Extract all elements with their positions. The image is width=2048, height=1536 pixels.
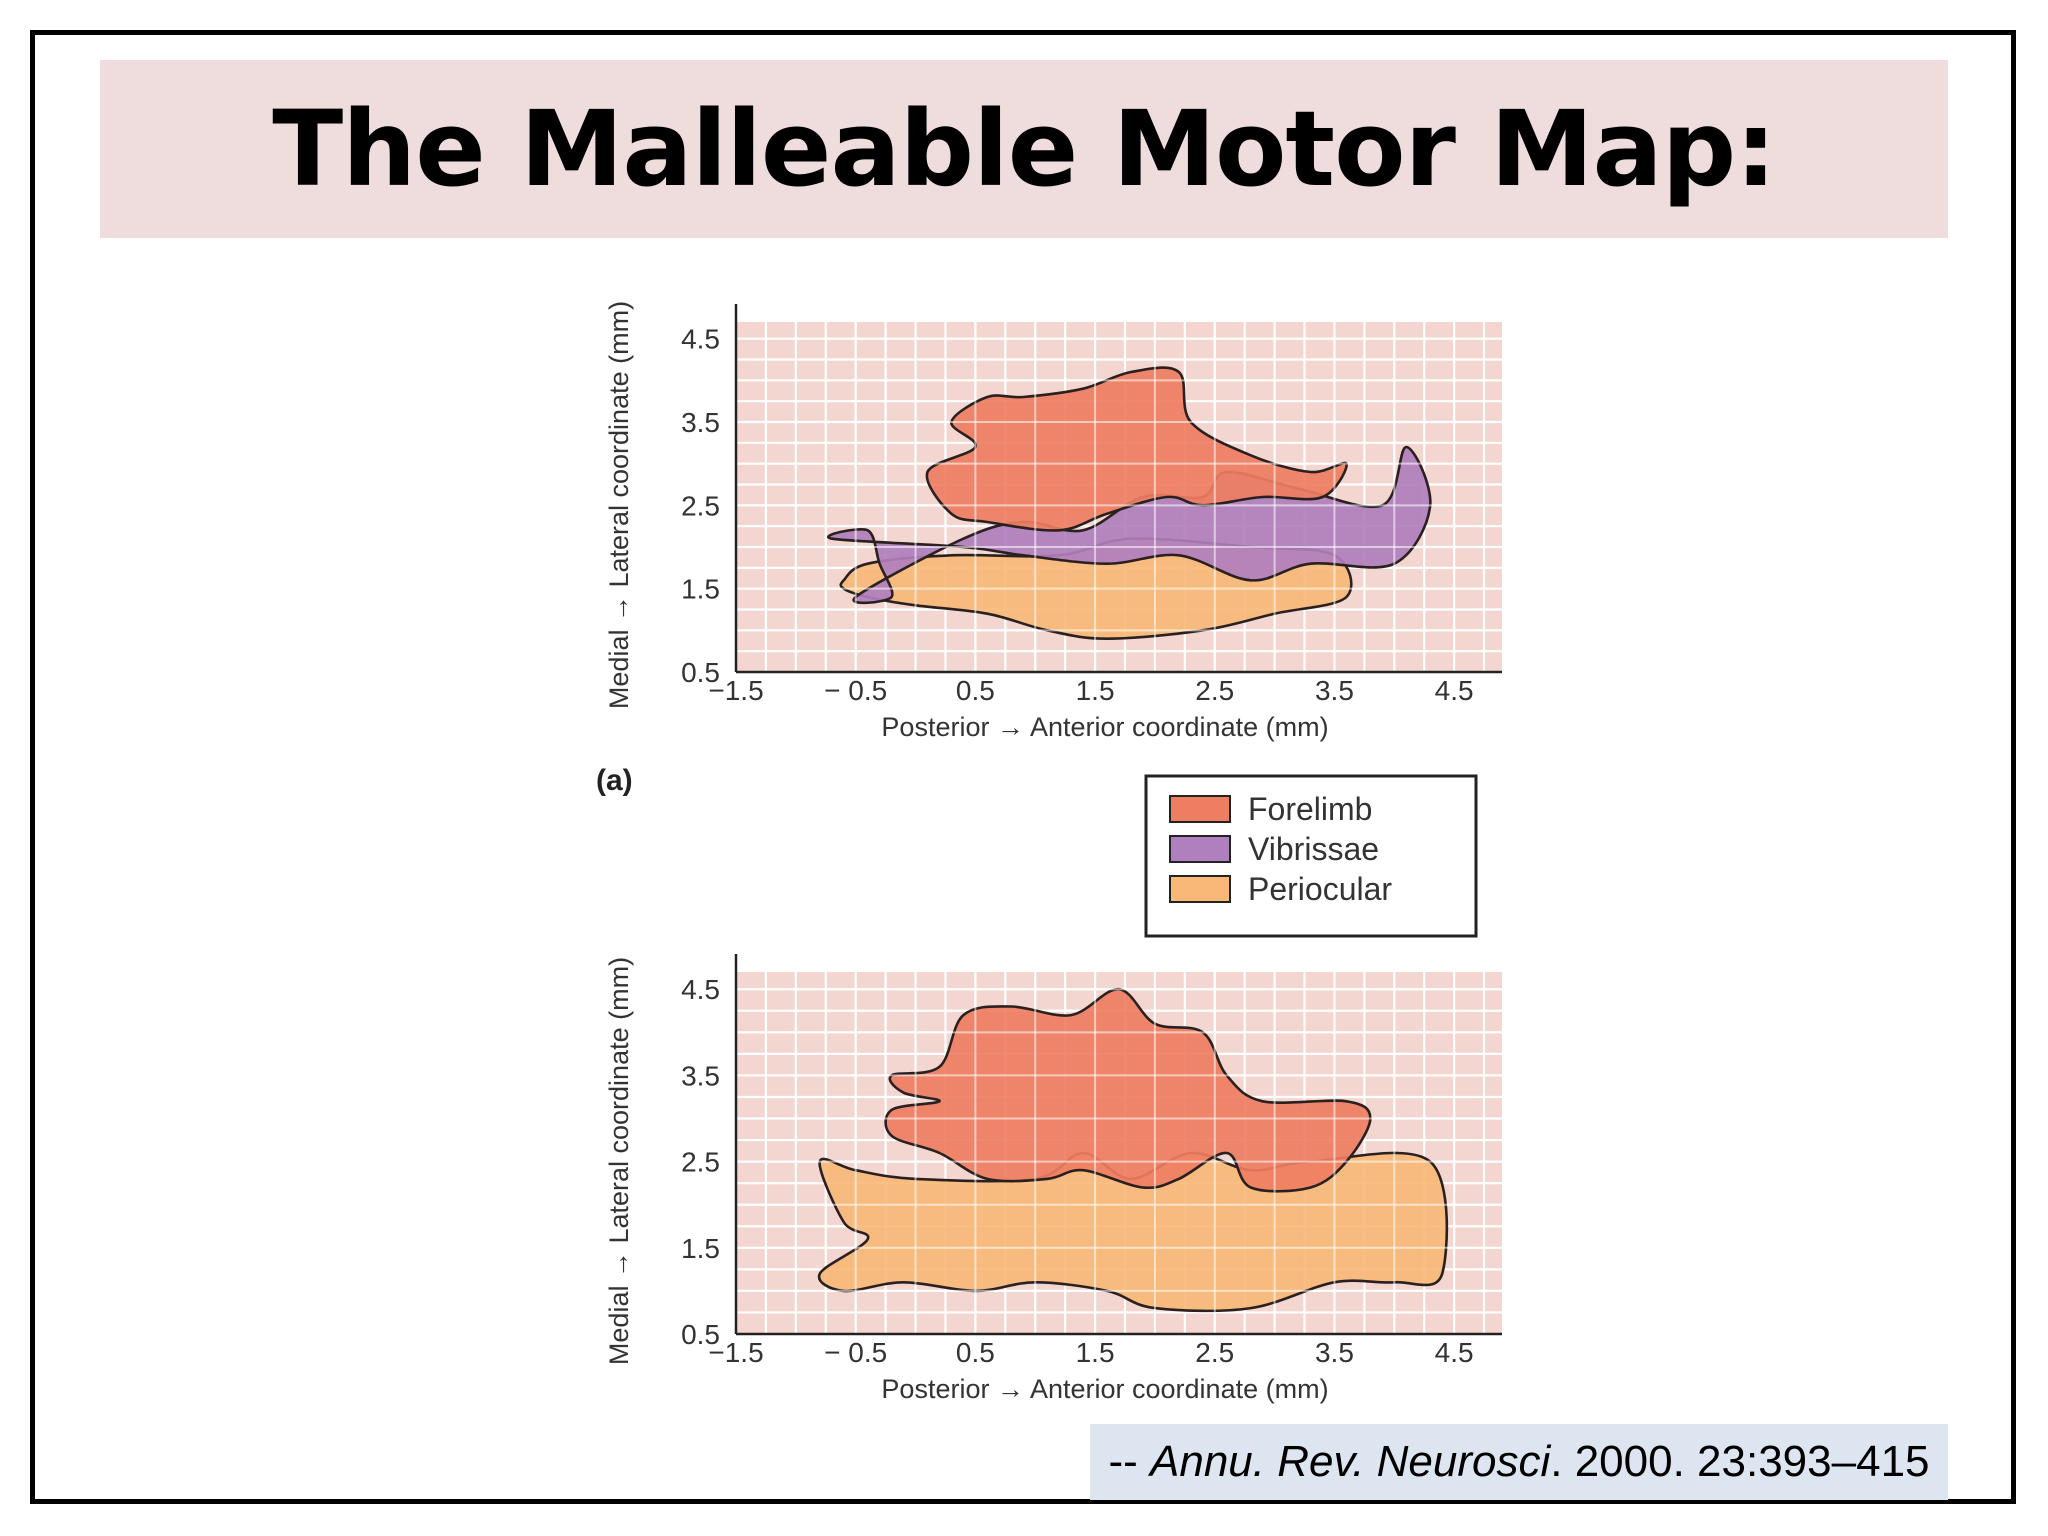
x-tick-label: 2.5 [1195,675,1234,706]
citation-prefix: -- [1108,1437,1150,1486]
y-tick-label: 3.5 [681,407,720,438]
x-tick-label: 0.5 [956,1337,995,1368]
region-forelimb [925,366,1348,532]
title-banner: The Malleable Motor Map: [100,60,1948,238]
y-tick-label: 0.5 [681,1319,720,1350]
legend-swatch-forelimb [1169,795,1231,823]
x-axis-label: Posterior → Anterior coordinate (mm) [881,712,1328,742]
citation-journal: Annu. Rev. Neurosci [1150,1437,1551,1486]
y-tick-label: 4.5 [681,974,720,1005]
x-tick-label: − 0.5 [824,675,887,706]
y-tick-label: 3.5 [681,1060,720,1091]
legend-swatch-vibrissae [1169,835,1231,863]
slide-title: The Malleable Motor Map: [272,88,1777,210]
x-tick-label: 3.5 [1315,675,1354,706]
x-tick-label: 2.5 [1195,1337,1234,1368]
legend-swatch-periocular [1169,875,1231,903]
x-tick-label: −1.5 [708,675,763,706]
x-tick-label: 4.5 [1435,1337,1474,1368]
x-tick-label: 4.5 [1435,675,1474,706]
x-tick-label: 1.5 [1076,675,1115,706]
panel-label: (a) [596,764,633,797]
citation-box: -- Annu. Rev. Neurosci. 2000. 23:393–415 [1090,1424,1948,1500]
x-tick-label: −1.5 [708,1337,763,1368]
y-tick-label: 2.5 [681,1147,720,1178]
x-tick-label: − 0.5 [824,1337,887,1368]
legend-label-forelimb: Forelimb [1248,791,1372,827]
x-axis-label: Posterior → Anterior coordinate (mm) [881,1374,1328,1404]
x-tick-label: 3.5 [1315,1337,1354,1368]
x-tick-label: 1.5 [1076,1337,1115,1368]
legend-label-vibrissae: Vibrissae [1248,831,1379,867]
y-axis-label: Medial → Lateral coordinate (mm) [604,957,634,1365]
y-tick-label: 1.5 [681,1233,720,1264]
y-tick-label: 0.5 [681,657,720,688]
x-tick-label: 0.5 [956,675,995,706]
y-tick-label: 4.5 [681,324,720,355]
y-axis-label: Medial → Lateral coordinate (mm) [604,301,634,709]
y-tick-label: 1.5 [681,574,720,605]
legend: Forelimb Vibrissae Periocular [1144,774,1478,938]
chart-top: 0.5 1.5 2.5 3.5 4.5 −1.5 − 0.5 0.5 1.5 2.5 3.5 4.5 P… [604,301,1502,742]
region-forelimb [884,987,1372,1193]
chart-bottom: 0.5 1.5 2.5 3.5 4.5 −1.5 − 0.5 0.5 1.5 2.5 3.5 4.5 P… [604,954,1502,1404]
y-tick-label: 2.5 [681,490,720,521]
citation-details: . 2000. 23:393–415 [1550,1437,1930,1486]
legend-label-periocular: Periocular [1248,871,1392,907]
